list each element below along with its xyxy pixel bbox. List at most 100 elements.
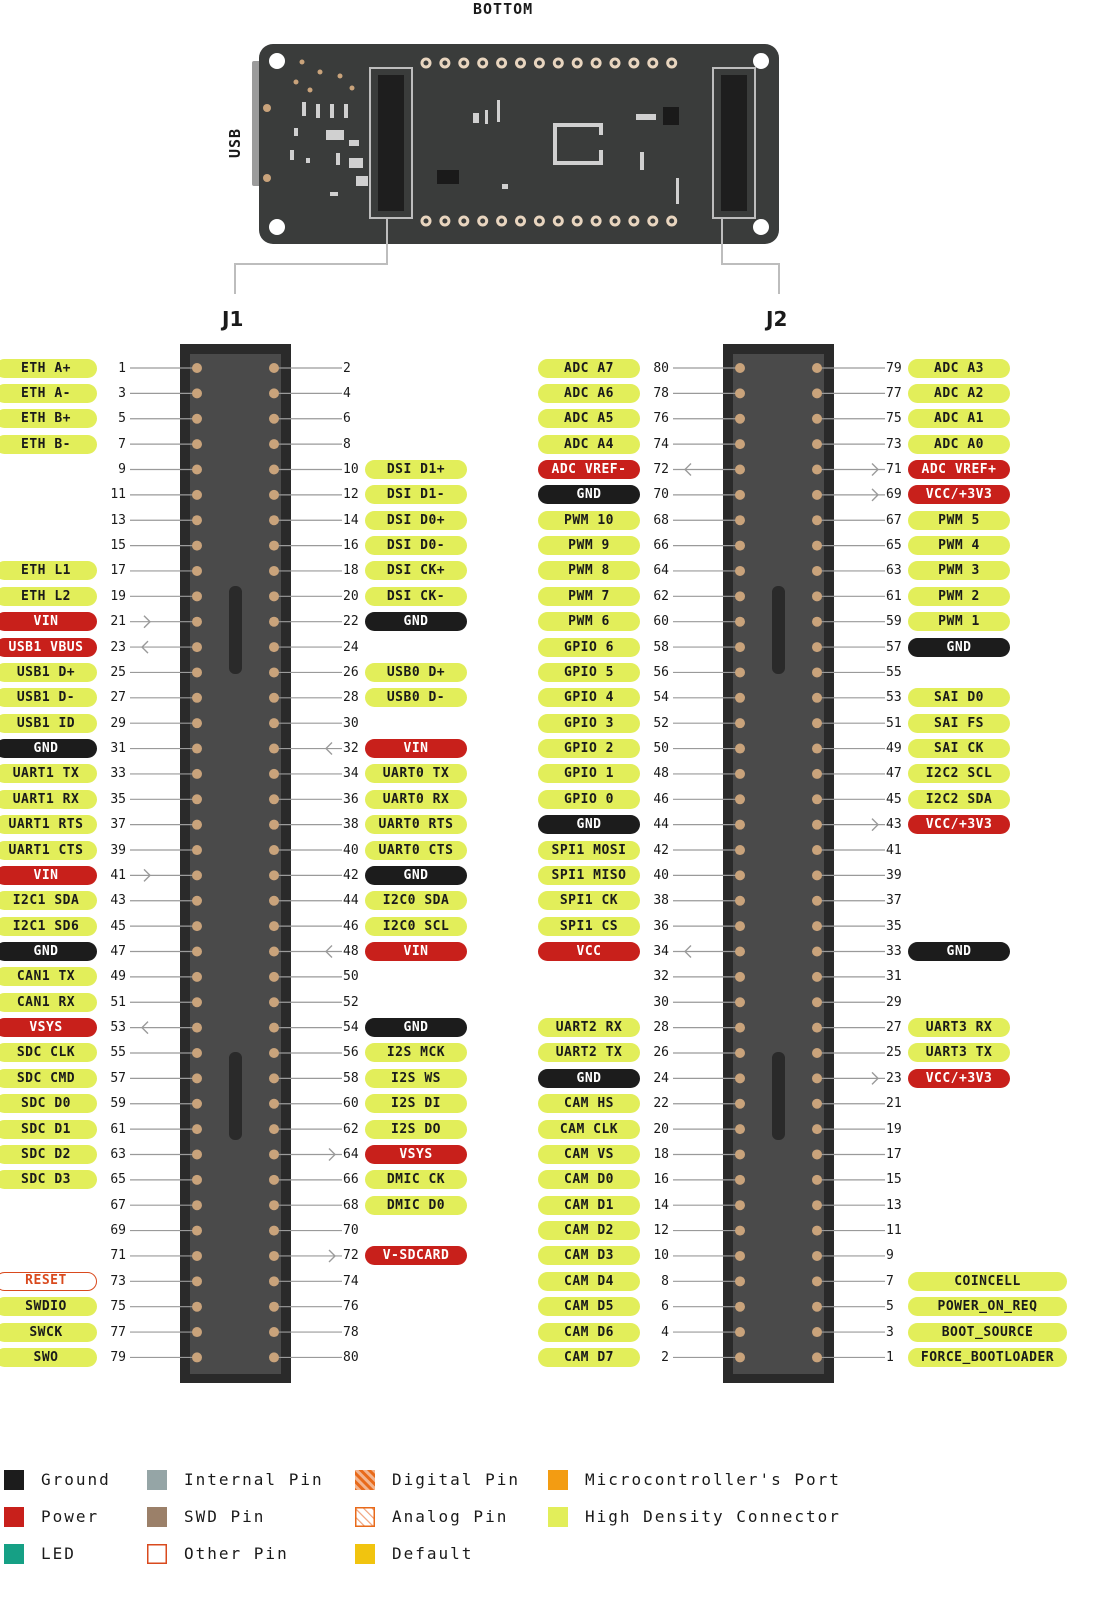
j1-pin-38-label: UART0 RTS (365, 815, 467, 835)
j2-pin-60-number: 60 (653, 614, 669, 630)
j2-pin-7-number: 7 (886, 1273, 894, 1289)
j1-pin-25-number: 25 (110, 664, 126, 680)
j2-pin-66-number: 66 (653, 538, 669, 554)
j2-pin-12-number: 12 (653, 1223, 669, 1239)
power-direction-arrow (328, 1147, 336, 1161)
j1-pin-26-number: 26 (343, 664, 359, 680)
j2-pin-63-number: 63 (886, 563, 902, 579)
j2-pin-27-label: UART3 RX (908, 1018, 1010, 1038)
j1-pin-22-label: GND (365, 612, 467, 632)
legend-swatches (4, 1470, 568, 1564)
legend-label-power: Power (41, 1507, 100, 1526)
j2-pin-47-label: I2C2 SCL (908, 764, 1010, 784)
j1-pin-40-label: UART0 CTS (365, 840, 467, 860)
j1-pin-47-label: GND (0, 942, 97, 961)
j1-pin-80-number: 80 (343, 1349, 359, 1365)
j1-pin-57-number: 57 (110, 1070, 126, 1086)
j2-pin-21-number: 21 (886, 1096, 902, 1112)
j1-pin-20-label: DSI CK- (365, 586, 467, 606)
j2-title: J2 (766, 307, 788, 331)
j2-pin-47-number: 47 (886, 766, 902, 782)
j2-pin-5-label: POWER_ON_REQ (908, 1297, 1067, 1317)
j2-pin-29-number: 29 (886, 994, 902, 1010)
legend-label-default: Default (392, 1544, 474, 1563)
j1-pin-21-number: 21 (110, 614, 126, 630)
j1-pin-76-number: 76 (343, 1299, 359, 1315)
j2-pin-42-label: SPI1 MOSI (538, 840, 640, 860)
j2-pin-48-label: GPIO 1 (538, 764, 640, 784)
j2-pin-79-label: ADC A3 (908, 358, 1010, 378)
power-direction-arrow (325, 742, 333, 756)
j1-pin-54-label: GND (365, 1018, 467, 1038)
j2-pin-28-label: UART2 RX (538, 1018, 640, 1038)
j1-pin-74-number: 74 (343, 1273, 359, 1289)
j1-pin-41-number: 41 (110, 867, 126, 883)
j1-pin-31-label: GND (0, 739, 97, 759)
j1-pin-15-number: 15 (110, 538, 126, 554)
legend-label-swd-pin: SWD Pin (184, 1507, 266, 1526)
pin-arrows (141, 462, 879, 1263)
j2-pin-76-number: 76 (653, 411, 669, 427)
j1-pin-10-number: 10 (343, 461, 359, 477)
j1-pin-5-label: ETH B+ (0, 409, 97, 429)
j1-pin-41-label: VIN (0, 865, 97, 885)
j1-pin-79-label: SWO (0, 1347, 97, 1367)
j1-pin-35-number: 35 (110, 791, 126, 807)
j2-pin-77-number: 77 (886, 385, 902, 401)
j2-pin-8-label: CAM D4 (538, 1271, 640, 1291)
j2-pin-36-label: SPI1 CS (538, 916, 640, 936)
j1-pin-77-number: 77 (110, 1324, 126, 1340)
j2-pin-1-number: 1 (886, 1349, 894, 1365)
power-direction-arrow (143, 615, 151, 629)
j1-pin-70-number: 70 (343, 1223, 359, 1239)
j2-pin-79-number: 79 (886, 360, 902, 376)
legend-swatch-other-pin (147, 1544, 167, 1564)
j1-pin-47-number: 47 (110, 944, 126, 959)
j2-pin-23-label: VCC/+3V3 (908, 1068, 1010, 1088)
j1-pin-68-label: DMIC D0 (365, 1195, 467, 1215)
j1-pin-6-number: 6 (343, 411, 351, 427)
j1-pin-28-number: 28 (343, 690, 359, 706)
j1-pin-55-label: SDC CLK (0, 1043, 97, 1063)
j1-pin-62-label: I2S DO (365, 1119, 467, 1139)
j2-pin-63-label: PWM 3 (908, 561, 1010, 581)
j2-pin-42-number: 42 (653, 842, 669, 858)
j2-pin-64-label: PWM 8 (538, 561, 640, 581)
power-direction-arrow (871, 488, 879, 502)
j2-pin-49-label: SAI CK (908, 739, 1010, 759)
j1-pin-3-number: 3 (118, 385, 126, 401)
legend-swatch-digital-pin (355, 1470, 375, 1490)
j2-pin-56-number: 56 (653, 664, 669, 680)
legend-label-microcontroller-s-port: Microcontroller's Port (585, 1470, 841, 1489)
j2-pin-11-number: 11 (886, 1223, 902, 1239)
j2-pin-58-label: GPIO 6 (538, 637, 640, 657)
j1-pin-77-label: SWCK (0, 1322, 97, 1342)
j2-pin-2-label: CAM D7 (538, 1347, 640, 1367)
j2-pin-72-label: ADC VREF- (538, 459, 640, 479)
j2-pin-54-label: GPIO 4 (538, 688, 640, 708)
j1-pin-30-number: 30 (343, 715, 359, 731)
j2-pin-68-number: 68 (653, 512, 669, 528)
j1-pin-32-number: 32 (343, 741, 359, 757)
j2-pin-76-label: ADC A5 (538, 409, 640, 429)
j1-pin-39-label: UART1 CTS (0, 840, 97, 860)
j2-pin-52-label: GPIO 3 (538, 713, 640, 733)
j2-pin-3-label: BOOT_SOURCE (908, 1322, 1067, 1342)
j2-pin-4-label: CAM D6 (538, 1322, 640, 1342)
j2-pin-74-number: 74 (653, 436, 669, 452)
legend-swatch-power (4, 1507, 24, 1527)
j2-pin-25-label: UART3 TX (908, 1043, 1010, 1063)
j1-pin-64-number: 64 (343, 1146, 359, 1162)
legend-swatch-ground (4, 1470, 24, 1490)
j2-pin-59-number: 59 (886, 614, 902, 630)
j1-pin-53-number: 53 (110, 1020, 126, 1036)
pin-pads (192, 363, 822, 1363)
j2-pin-50-label: GPIO 2 (538, 739, 640, 759)
j2-pin-10-label: CAM D3 (538, 1246, 640, 1266)
j1-pin-48-label: VIN (365, 942, 467, 961)
j2-pin-20-label: CAM CLK (538, 1119, 640, 1139)
j1-pin-8-number: 8 (343, 436, 351, 452)
power-direction-arrow (684, 462, 692, 476)
j2-pin-62-label: PWM 7 (538, 586, 640, 606)
j1-pin-38-number: 38 (343, 817, 359, 833)
